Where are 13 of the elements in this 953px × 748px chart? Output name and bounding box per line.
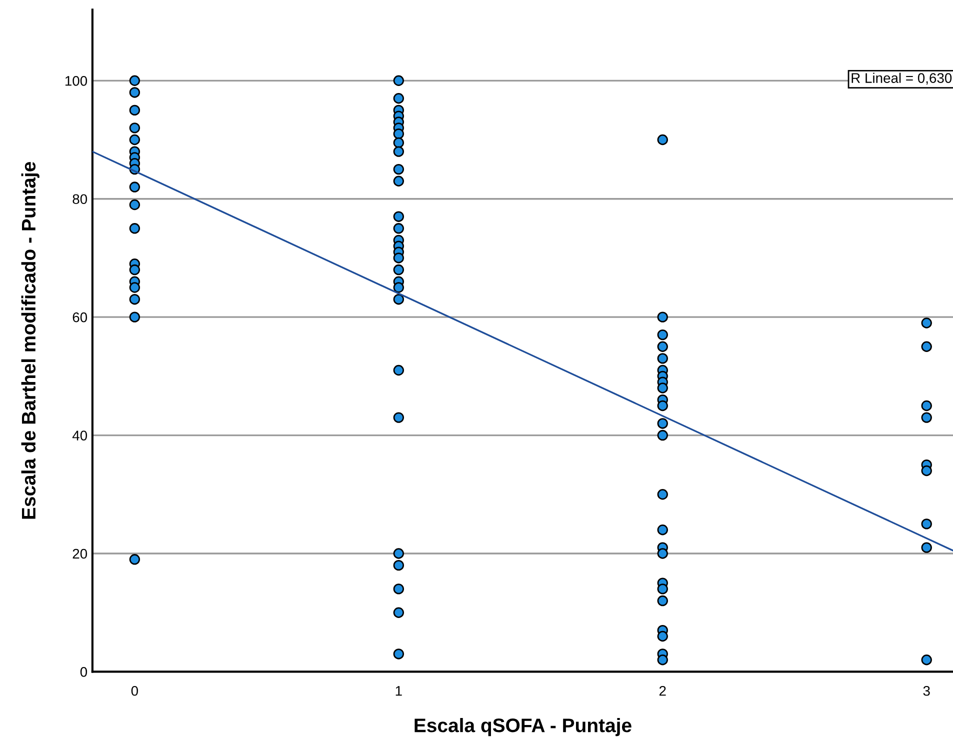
y-tick-label: 80 xyxy=(72,194,88,204)
x-tick-label: 0 xyxy=(131,686,138,696)
x-tick-label: 1 xyxy=(396,686,402,696)
y-axis-title: Escala de Barthel modificado - Puntaje xyxy=(21,162,40,519)
y-tick-label: 40 xyxy=(72,430,88,440)
annotation: R Lineal = 0,630 xyxy=(852,72,952,85)
x-axis-title: Escala qSOFA - Puntaje xyxy=(414,718,632,736)
y-tick-label: 0 xyxy=(80,667,88,677)
y-tick-label: 20 xyxy=(72,548,88,559)
x-tick-label: 3 xyxy=(923,686,930,696)
y-tick-label: 100 xyxy=(65,76,88,86)
x-tick-label: 2 xyxy=(659,686,666,696)
y-tick-label: 60 xyxy=(72,312,88,322)
